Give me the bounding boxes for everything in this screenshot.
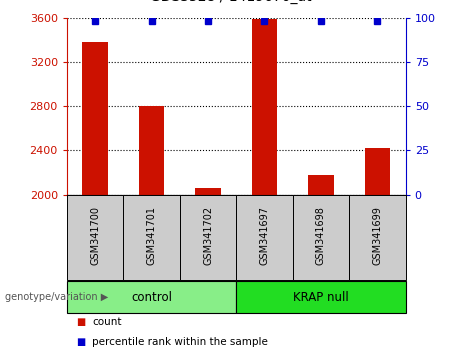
Text: KRAP null: KRAP null (293, 291, 349, 304)
Bar (236, 281, 406, 313)
Text: control: control (131, 291, 172, 304)
Bar (293, 195, 349, 280)
Bar (365, 148, 390, 195)
Text: GSM341698: GSM341698 (316, 206, 326, 265)
Text: GSM341699: GSM341699 (372, 206, 383, 265)
Bar (123, 195, 180, 280)
Bar (180, 195, 236, 280)
Bar (139, 106, 164, 195)
Bar (236, 195, 293, 280)
Text: GSM341701: GSM341701 (147, 206, 157, 265)
Text: GSM341697: GSM341697 (260, 206, 270, 265)
Text: ■: ■ (76, 317, 85, 327)
Text: percentile rank within the sample: percentile rank within the sample (92, 337, 268, 347)
Bar (67, 281, 236, 313)
Text: genotype/variation ▶: genotype/variation ▶ (5, 292, 108, 302)
Bar (195, 188, 221, 195)
Text: GSM341702: GSM341702 (203, 206, 213, 265)
Bar (349, 195, 406, 280)
Bar (67, 195, 123, 280)
Bar (252, 19, 277, 195)
Text: ■: ■ (76, 337, 85, 347)
Text: count: count (92, 317, 122, 327)
Bar (308, 175, 334, 195)
Text: GDS3528 / 1419670_at: GDS3528 / 1419670_at (150, 0, 311, 4)
Text: GSM341700: GSM341700 (90, 206, 100, 265)
Bar (83, 42, 108, 195)
